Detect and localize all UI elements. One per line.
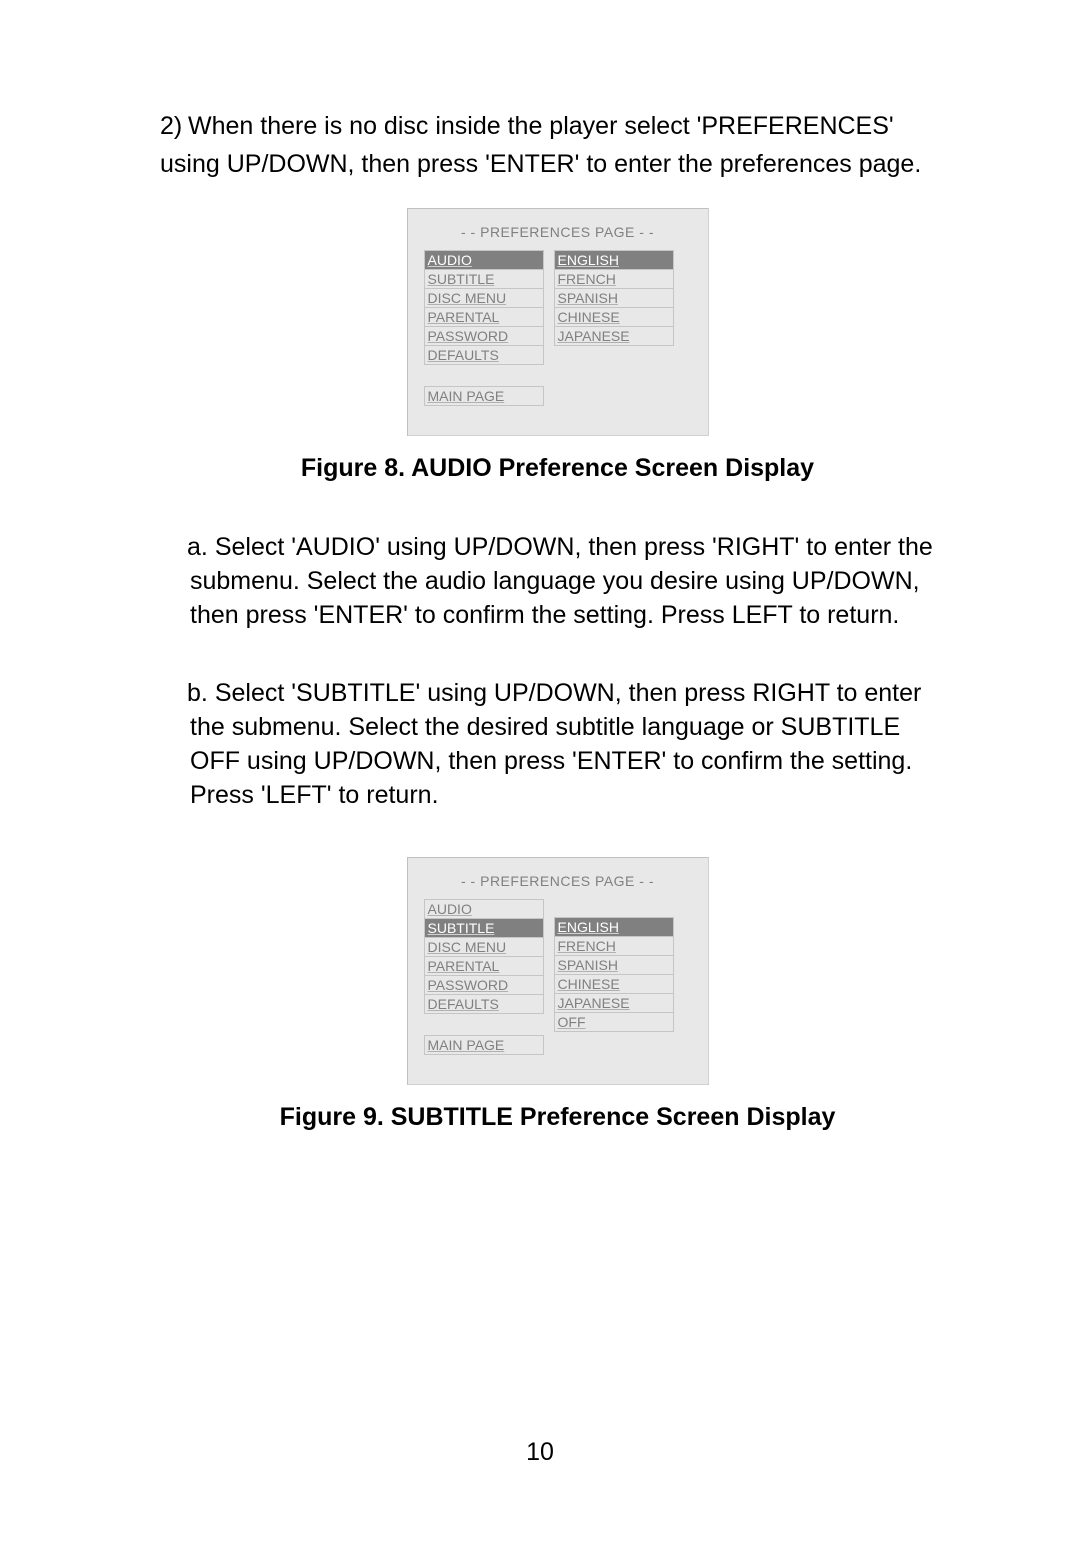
menu-item: CHINESE	[554, 307, 674, 327]
menu-left-column: AUDIOSUBTITLEDISC MENUPARENTALPASSWORDDE…	[424, 250, 544, 405]
menu-right-column: ENGLISHFRENCHSPANISHCHINESEJAPANESEOFF	[554, 899, 674, 1054]
menu-item: ENGLISH	[554, 917, 674, 937]
main-page-item: MAIN PAGE	[424, 1035, 544, 1055]
menu-item: CHINESE	[554, 974, 674, 994]
menu-item: DISC MENU	[424, 288, 544, 308]
menu-item: PARENTAL	[424, 307, 544, 327]
sub-item-a: a. Select 'AUDIO' using UP/DOWN, then pr…	[160, 531, 955, 632]
preferences-screen-audio: - - PREFERENCES PAGE - - AUDIOSUBTITLEDI…	[407, 208, 709, 436]
screen-header: - - PREFERENCES PAGE - -	[424, 219, 692, 250]
menu-item: JAPANESE	[554, 993, 674, 1013]
sub-item-b: b. Select 'SUBTITLE' using UP/DOWN, then…	[160, 677, 955, 812]
preferences-screen-subtitle: - - PREFERENCES PAGE - - AUDIOSUBTITLEDI…	[407, 857, 709, 1085]
sub-a-text: Select 'AUDIO' using UP/DOWN, then press…	[190, 533, 933, 629]
menu-item: JAPANESE	[554, 326, 674, 346]
intro-body: When there is no disc inside the player …	[160, 112, 921, 178]
menu-item: PARENTAL	[424, 956, 544, 976]
figure-8-caption: Figure 8. AUDIO Preference Screen Displa…	[160, 454, 955, 483]
screen-header: - - PREFERENCES PAGE - -	[424, 868, 692, 899]
menu-item: ENGLISH	[554, 250, 674, 270]
page-number: 10	[0, 1438, 1080, 1467]
menu-item: SUBTITLE	[424, 269, 544, 289]
menu-left-column: AUDIOSUBTITLEDISC MENUPARENTALPASSWORDDE…	[424, 899, 544, 1054]
menu-item: FRENCH	[554, 269, 674, 289]
sub-a-marker: a.	[187, 531, 208, 565]
figure-9-caption: Figure 9. SUBTITLE Preference Screen Dis…	[160, 1103, 955, 1132]
intro-marker: 2)	[160, 108, 188, 146]
menu-item: PASSWORD	[424, 326, 544, 346]
menu-item: OFF	[554, 1012, 674, 1032]
intro-paragraph: 2)When there is no disc inside the playe…	[160, 108, 955, 183]
menu-item: DEFAULTS	[424, 345, 544, 365]
menu-right-column: ENGLISHFRENCHSPANISHCHINESEJAPANESE	[554, 250, 674, 405]
menu-item: FRENCH	[554, 936, 674, 956]
menu-item: SUBTITLE	[424, 918, 544, 938]
menu-item: AUDIO	[424, 899, 544, 919]
main-page-item: MAIN PAGE	[424, 386, 544, 406]
menu-item: PASSWORD	[424, 975, 544, 995]
sub-b-marker: b.	[187, 677, 208, 711]
menu-item: SPANISH	[554, 288, 674, 308]
menu-item: DISC MENU	[424, 937, 544, 957]
menu-item: AUDIO	[424, 250, 544, 270]
menu-item: DEFAULTS	[424, 994, 544, 1014]
sub-b-text: Select 'SUBTITLE' using UP/DOWN, then pr…	[190, 679, 921, 808]
menu-item: SPANISH	[554, 955, 674, 975]
